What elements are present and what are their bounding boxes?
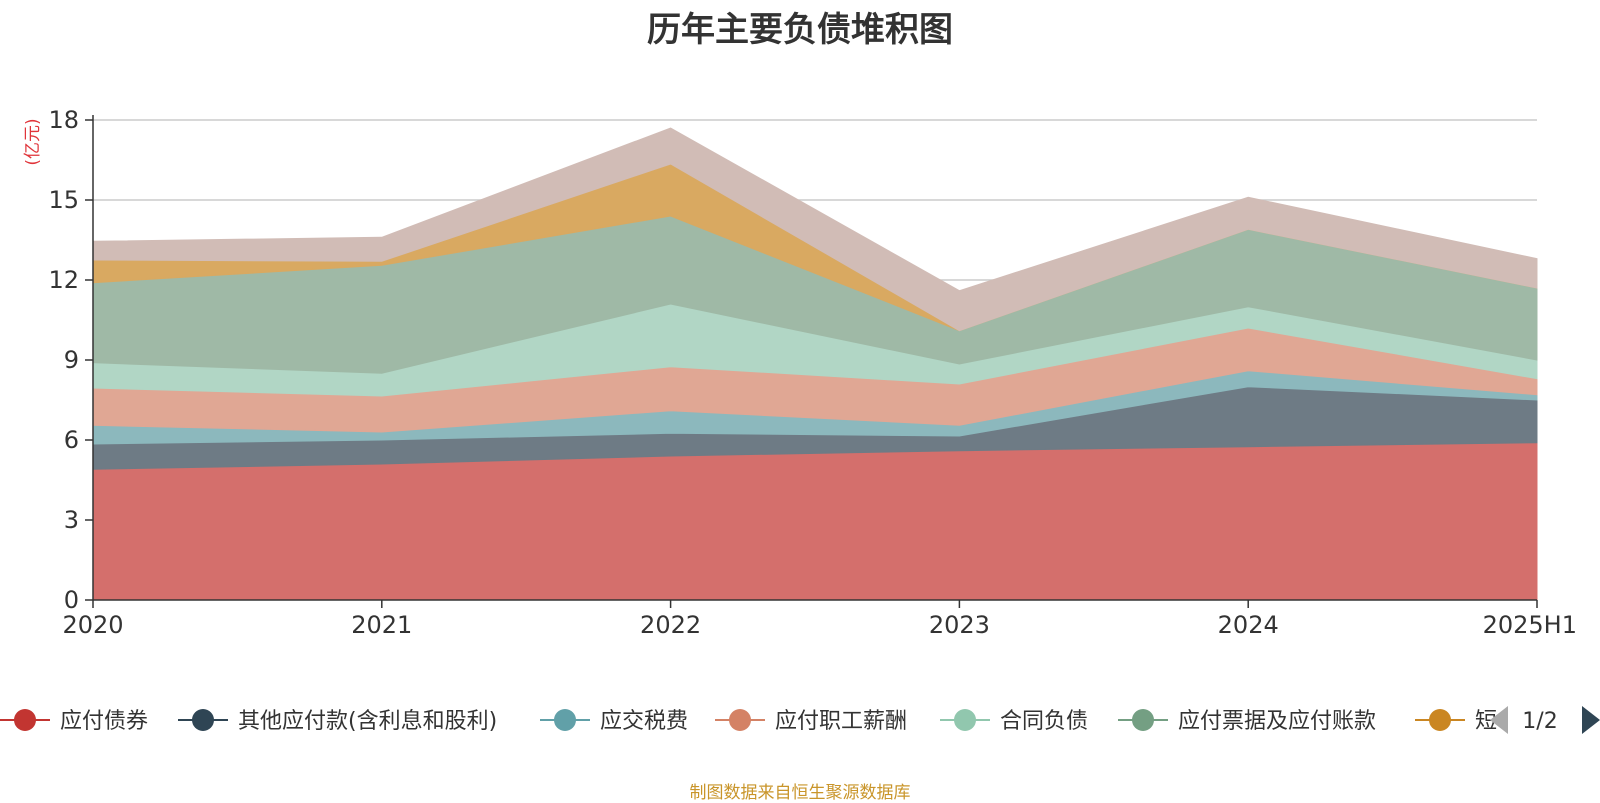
- area-series-0: [92, 442, 1538, 601]
- chart-title: 历年主要负债堆积图: [647, 10, 953, 50]
- legend-marker-6: [1429, 709, 1451, 731]
- area-series-7: [92, 127, 1538, 332]
- area-series: [92, 127, 1538, 601]
- legend-label-4: 合同负债: [1000, 709, 1088, 734]
- x-tick-label-3: 2023: [929, 611, 990, 639]
- x-tick-label-4: 2024: [1218, 611, 1279, 639]
- legend-marker-3: [729, 709, 751, 731]
- legend-label-2: 应交税费: [600, 709, 688, 734]
- y-tick-label-3: 9: [64, 346, 79, 374]
- legend-pager[interactable]: 1/2: [1490, 706, 1600, 734]
- y-tick-label-4: 12: [48, 266, 79, 294]
- x-tick-label-1: 2021: [351, 611, 412, 639]
- legend-item-0[interactable]: 应付债券: [0, 709, 148, 734]
- y-tick-label-6: 18: [48, 106, 79, 134]
- legend-label-5: 应付票据及应付账款: [1178, 709, 1376, 734]
- legend-item-3[interactable]: 应付职工薪酬: [715, 709, 907, 734]
- legend-item-1[interactable]: 其他应付款(含利息和股利): [178, 709, 497, 734]
- legend-item-5[interactable]: 应付票据及应付账款: [1118, 709, 1376, 734]
- x-tick-label-2: 2022: [640, 611, 701, 639]
- legend-item-6[interactable]: 短: [1415, 709, 1497, 734]
- legend-label-0: 应付债券: [60, 709, 148, 734]
- source-note: 制图数据来自恒生聚源数据库: [689, 783, 911, 803]
- legend-marker-0: [14, 709, 36, 731]
- legend[interactable]: 应付债券 其他应付款(含利息和股利) 应交税费 应付职工薪酬 合同负债 应付票据及应付账款…: [0, 709, 1497, 734]
- legend-prev-page-icon[interactable]: [1490, 706, 1508, 734]
- y-axis-unit-label: (亿元): [23, 118, 43, 165]
- legend-marker-4: [954, 709, 976, 731]
- legend-label-3: 应付职工薪酬: [775, 709, 907, 734]
- x-tick-label-0: 2020: [62, 611, 123, 639]
- y-tick-label-1: 3: [64, 506, 79, 534]
- legend-marker-1: [192, 709, 214, 731]
- legend-marker-5: [1132, 709, 1154, 731]
- legend-marker-2: [554, 709, 576, 731]
- legend-item-4[interactable]: 合同负债: [940, 709, 1088, 734]
- legend-item-2[interactable]: 应交税费: [540, 709, 688, 734]
- legend-label-6: 短: [1475, 709, 1497, 734]
- legend-next-page-icon[interactable]: [1582, 706, 1600, 734]
- y-tick-label-2: 6: [64, 426, 79, 454]
- x-tick-label-5: 2025H1: [1483, 611, 1577, 639]
- y-tick-label-5: 15: [48, 186, 79, 214]
- legend-label-1: 其他应付款(含利息和股利): [238, 709, 497, 734]
- legend-page-indicator: 1/2: [1522, 709, 1557, 734]
- axes: 0 3 6 9 12 15 18 2020 2021 2022 2023 2024 2025H1: [48, 106, 1577, 639]
- y-tick-label-0: 0: [64, 586, 79, 614]
